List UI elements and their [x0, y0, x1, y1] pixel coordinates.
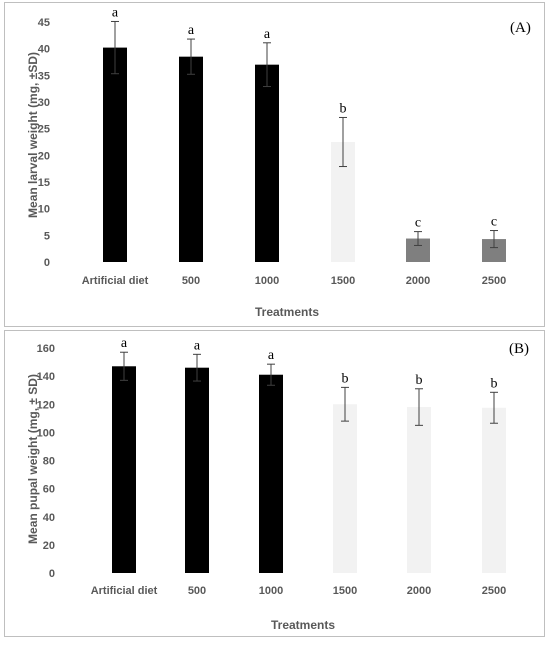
error-bar: [193, 353, 201, 382]
x-tick-label: 1000: [259, 585, 283, 597]
x-axis-title: Treatments: [255, 305, 319, 319]
y-tick-label: 25: [38, 124, 50, 136]
y-tick-label: 5: [44, 230, 50, 242]
y-tick-label: 40: [43, 512, 55, 524]
significance-letter: a: [188, 23, 195, 38]
y-tick-label: 120: [37, 399, 55, 411]
significance-letter: a: [264, 27, 271, 42]
y-tick-label: 45: [38, 17, 50, 29]
bar: [112, 366, 136, 573]
y-tick-label: 60: [43, 484, 55, 496]
significance-letter: b: [416, 373, 423, 388]
bar: [185, 367, 209, 573]
y-tick-label: 30: [38, 97, 50, 109]
x-axis-title: Treatments: [271, 618, 335, 632]
error-bar: [267, 363, 275, 386]
y-tick-label: 20: [38, 150, 50, 162]
x-tick-label: 2000: [406, 275, 430, 287]
bar: [103, 47, 127, 262]
y-axis-title: Mean pupal weight (mg, ± SD): [26, 374, 40, 544]
larval-weight-chart: (A) Mean larval weight (mg, ±SD) Treatme…: [26, 5, 531, 319]
x-tick-label: 500: [188, 585, 206, 597]
significance-letter: c: [415, 216, 421, 231]
significance-letter: b: [342, 371, 349, 386]
significance-letter: a: [194, 338, 201, 353]
error-bar: [263, 42, 271, 88]
x-tick-label: 2000: [407, 585, 431, 597]
x-tick-label: 1000: [255, 275, 279, 287]
y-tick-label: 140: [37, 371, 55, 383]
y-tick-label: 40: [38, 44, 50, 56]
significance-letter: a: [112, 5, 119, 20]
panel-label: (A): [510, 20, 531, 36]
y-tick-label: 10: [38, 204, 50, 216]
error-bar: [111, 20, 119, 75]
significance-letter: c: [491, 215, 497, 230]
y-tick-label: 80: [43, 456, 55, 468]
significance-letter: b: [340, 101, 347, 116]
y-tick-label: 0: [44, 257, 50, 269]
error-bar: [341, 386, 349, 422]
y-axis-title: Mean larval weight (mg, ±SD): [26, 52, 40, 218]
y-tick-label: 160: [37, 343, 55, 355]
bar: [482, 239, 506, 262]
bar: [407, 407, 431, 573]
bar: [482, 407, 506, 573]
error-bar: [414, 231, 422, 246]
error-bar: [490, 230, 498, 249]
significance-letter: b: [491, 376, 498, 391]
error-bar: [187, 38, 195, 75]
chart-panel-b: (B) Mean pupal weight (mg, ± SD) Treatme…: [4, 330, 545, 637]
x-tick-label: 2500: [482, 275, 506, 287]
x-tick-label: 2500: [482, 585, 506, 597]
bar: [333, 404, 357, 573]
bar: [255, 64, 279, 262]
bar: [259, 374, 283, 573]
significance-letter: a: [268, 348, 275, 363]
significance-letter: a: [121, 336, 128, 351]
x-tick-label: 500: [182, 275, 200, 287]
y-tick-label: 0: [49, 568, 55, 580]
bar: [406, 238, 430, 262]
error-bar: [490, 391, 498, 424]
x-tick-label: 1500: [333, 585, 357, 597]
x-tick-label: Artificial diet: [91, 585, 158, 597]
error-bar: [339, 116, 347, 168]
chart-panel-a: (A) Mean larval weight (mg, ±SD) Treatme…: [4, 2, 545, 327]
error-bar: [415, 388, 423, 426]
x-tick-label: 1500: [331, 275, 355, 287]
y-tick-label: 100: [37, 427, 55, 439]
pupal-weight-chart: (B) Mean pupal weight (mg, ± SD) Treatme…: [26, 336, 529, 632]
bar: [179, 56, 203, 262]
panel-label: (B): [509, 341, 529, 357]
x-tick-label: Artificial diet: [82, 275, 149, 287]
y-tick-label: 15: [38, 177, 50, 189]
error-bar: [120, 351, 128, 381]
y-tick-label: 35: [38, 70, 50, 82]
y-tick-label: 20: [43, 540, 55, 552]
